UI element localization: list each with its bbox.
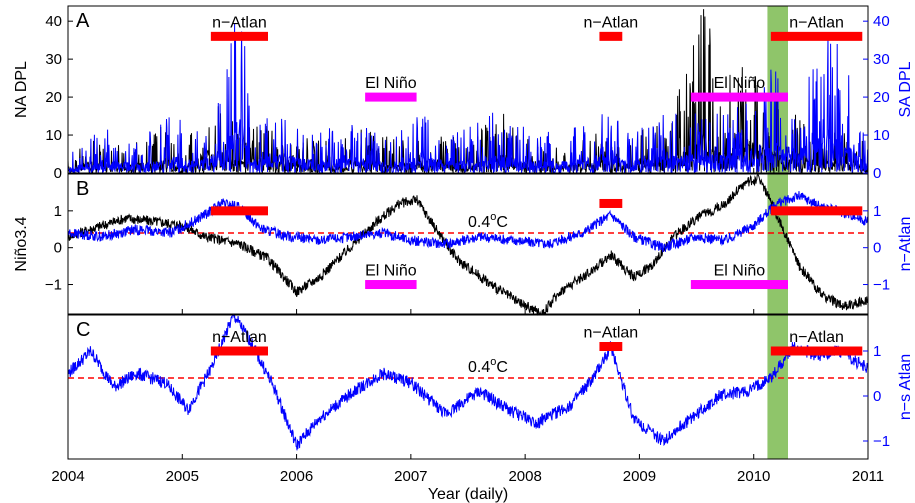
series-blue-line — [67, 313, 869, 451]
x-tick-label: 2006 — [280, 468, 313, 485]
panel-frame — [67, 173, 869, 315]
y-right-tick-label: 0 — [873, 240, 881, 257]
threshold-label: 0.4oC — [468, 211, 508, 231]
y-right-tick-label: 20 — [873, 89, 890, 106]
y-left-tick-label: 0 — [54, 165, 62, 182]
y-left-tick-label: −1 — [45, 277, 62, 294]
n-atlan-bar — [770, 206, 863, 216]
x-tick-label: 2009 — [623, 468, 656, 485]
series-black-line — [67, 173, 869, 316]
x-tick-label: 2004 — [51, 468, 84, 485]
bar-label: n−Atlan — [212, 329, 267, 346]
bar-label: n−Atlan — [583, 14, 638, 31]
y-right-tick-label: 0 — [873, 388, 881, 405]
threshold-label: 0.4oC — [468, 356, 508, 376]
y-right-label: n−s Atlan — [897, 354, 914, 420]
panel-letter: C — [76, 319, 90, 341]
el-nino-bar — [365, 280, 417, 290]
y-left-tick-label: 1 — [54, 203, 62, 220]
x-tick-label: 2010 — [737, 468, 770, 485]
panel-a: n−Atlan n−Atlan n−Atlan El Niño El Niño 0 10 20… — [13, 5, 914, 182]
n-atlan-bar — [770, 346, 863, 356]
threshold-unit: C — [496, 359, 508, 376]
n-atlan-bar — [770, 31, 863, 41]
panel-letter: B — [76, 178, 89, 200]
x-tick-label: 2005 — [166, 468, 199, 485]
threshold-value: 0.4 — [468, 359, 490, 376]
y-right-tick-label: 1 — [873, 203, 881, 220]
y-left-tick-label: 10 — [45, 127, 62, 144]
y-right-tick-label: 30 — [873, 51, 890, 68]
bar-label: n−Atlan — [789, 14, 844, 31]
y-left-tick-label: 40 — [45, 13, 62, 30]
bar-label: El Niño — [365, 263, 417, 280]
y-right-tick-label: 0 — [873, 165, 881, 182]
x-tick-label: 2008 — [508, 468, 541, 485]
y-right-tick-label: −1 — [873, 277, 890, 294]
y-right-tick-label: 10 — [873, 127, 890, 144]
x-tick-label: 2007 — [394, 468, 427, 485]
bar-label: El Niño — [714, 263, 766, 280]
bar-label: n−Atlan — [789, 329, 844, 346]
n-atlan-bar — [210, 206, 268, 216]
y-left-tick-label: 20 — [45, 89, 62, 106]
y-right-tick-label: 40 — [873, 13, 890, 30]
bar-label: El Niño — [714, 75, 766, 92]
series-blue-line — [67, 23, 869, 175]
series-blue-line — [67, 191, 869, 253]
y-right-label: n−Atlan — [897, 217, 914, 272]
n-atlan-bar — [599, 31, 623, 41]
el-nino-bar — [690, 92, 788, 102]
threshold-unit: C — [496, 214, 508, 231]
el-nino-bar — [365, 92, 417, 102]
n-atlan-bar — [599, 342, 623, 351]
panel-letter: A — [76, 10, 90, 32]
el-nino-bar — [690, 280, 788, 290]
panel-frame — [67, 314, 869, 460]
bar-label: n−Atlan — [583, 325, 638, 342]
y-left-label: NA DPL — [13, 61, 30, 118]
panel-frame — [67, 5, 869, 174]
highlight-band — [767, 6, 788, 459]
y-right-tick-label: 1 — [873, 343, 881, 360]
y-right-tick-label: −1 — [873, 433, 890, 450]
y-left-tick-label: 0 — [54, 240, 62, 257]
n-atlan-bar — [599, 198, 623, 208]
y-right-label: SA DPL — [897, 61, 914, 117]
n-atlan-bar — [210, 31, 268, 41]
y-left-tick-label: 30 — [45, 51, 62, 68]
threshold-value: 0.4 — [468, 214, 490, 231]
n-atlan-bar — [210, 346, 268, 356]
y-left-label: Niño3.4 — [13, 216, 30, 271]
x-tick-label: 2011 — [852, 468, 884, 485]
bar-label: n−Atlan — [212, 14, 267, 31]
threshold-degree: o — [490, 356, 496, 368]
threshold-degree: o — [490, 211, 496, 223]
x-axis-label: Year (daily) — [428, 486, 508, 503]
bar-label: El Niño — [365, 75, 417, 92]
